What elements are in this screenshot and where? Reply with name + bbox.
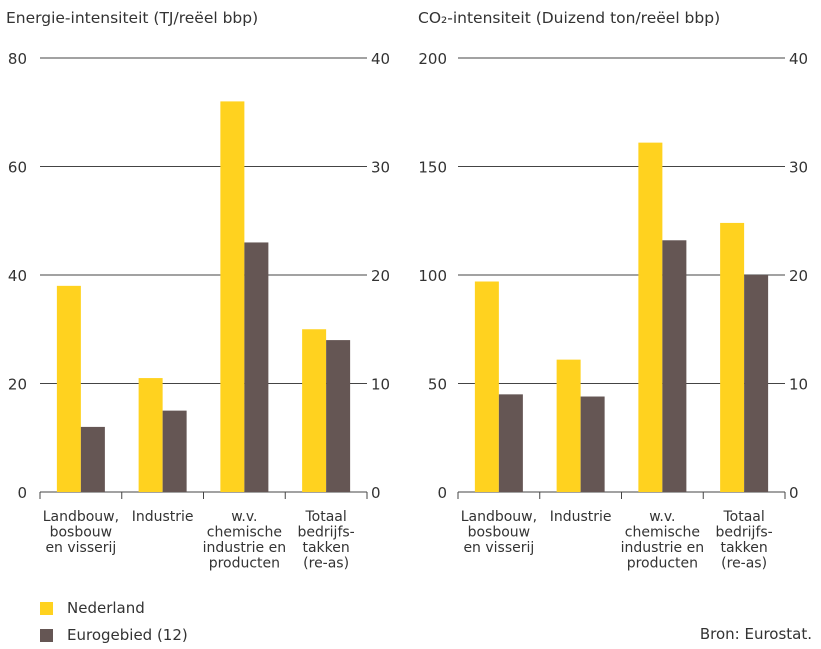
x-tick-label: Landbouw, [43,509,119,525]
bar-eurogebied [580,396,605,492]
legend-swatch-eurogebied [40,628,53,642]
x-tick-label: (re-as) [721,556,767,572]
x-tick-label: (re-as) [303,556,349,572]
x-tick-label: w.v. [231,509,257,525]
x-tick-label: w.v. [649,509,675,525]
bar-nederland [138,378,163,492]
chart-panel-2: CO₂-intensiteit (Duizend ton/reëel bbp) 0… [418,9,808,572]
chart-title: CO₂-intensiteit (Duizend ton/reëel bbp) [418,9,720,27]
bar-eurogebied [662,240,687,492]
y-tick-label: 150 [418,159,447,177]
bar-nederland [638,142,663,492]
x-tick-label: Totaal [722,509,764,525]
legend-label-nederland: Nederland [67,599,145,617]
source-note: Bron: Eurostat. [699,625,812,643]
y-tick-label: 0 [437,484,447,502]
y-tick-label: 100 [418,267,447,285]
y2-tick-label: 30 [789,159,808,177]
x-tick-label: bosbouw [468,525,531,541]
bar-eurogebied [162,410,187,492]
x-tick-label: industrie en [203,540,287,556]
x-tick-label: bedrijfs- [298,525,355,541]
y2-tick-label: 20 [789,267,808,285]
bar-nederland [474,281,499,492]
y-tick-label: 50 [428,376,447,394]
x-tick-label: Industrie [132,509,194,525]
x-tick-label: producten [627,556,698,572]
x-tick-label: Totaal [304,509,346,525]
legend-item-nederland: Nederland [40,599,145,617]
bar-nederland [302,329,327,492]
x-tick-label: Industrie [550,509,612,525]
y-tick-label: 80 [8,50,27,68]
x-tick-label: en visserij [45,540,116,556]
y2-tick-label: 40 [371,50,390,68]
y-tick-label: 0 [17,484,27,502]
y2-tick-label: 10 [371,376,390,394]
y-tick-label: 40 [8,267,27,285]
y-tick-label: 20 [8,376,27,394]
x-tick-label: Landbouw, [461,509,537,525]
x-tick-label: bosbouw [50,525,113,541]
bar-eurogebied [326,340,351,492]
bar-eurogebied [498,394,523,492]
y2-tick-label: 30 [371,159,390,177]
chart-panel-1: Energie-intensiteit (TJ/reëel bbp) 0 0 20 10… [6,9,390,572]
x-tick-label: industrie en [621,540,705,556]
bar-eurogebied [244,242,269,492]
bar-nederland [220,101,245,493]
y-tick-label: 200 [418,50,447,68]
y-tick-label: 60 [8,159,27,177]
x-tick-label: takken [302,540,349,556]
y2-tick-label: 10 [789,376,808,394]
bar-eurogebied [744,275,769,492]
bar-nederland [556,359,581,492]
chart-title: Energie-intensiteit (TJ/reëel bbp) [6,9,258,27]
x-tick-label: producten [209,556,280,572]
bar-nederland [56,285,81,492]
x-tick-label: chemische [625,525,700,541]
x-tick-label: takken [720,540,767,556]
y2-tick-label: 0 [371,484,381,502]
x-tick-label: en visserij [463,540,534,556]
bar-eurogebied [80,426,105,492]
legend-label-eurogebied: Eurogebied (12) [67,626,188,644]
x-tick-label: bedrijfs- [716,525,773,541]
legend-swatch-nederland [40,601,53,615]
y2-tick-label: 40 [789,50,808,68]
y2-tick-label: 20 [371,267,390,285]
bar-nederland [720,222,745,493]
x-tick-label: chemische [207,525,282,541]
y2-tick-label: 0 [789,484,799,502]
legend-item-eurogebied: Eurogebied (12) [40,626,188,644]
